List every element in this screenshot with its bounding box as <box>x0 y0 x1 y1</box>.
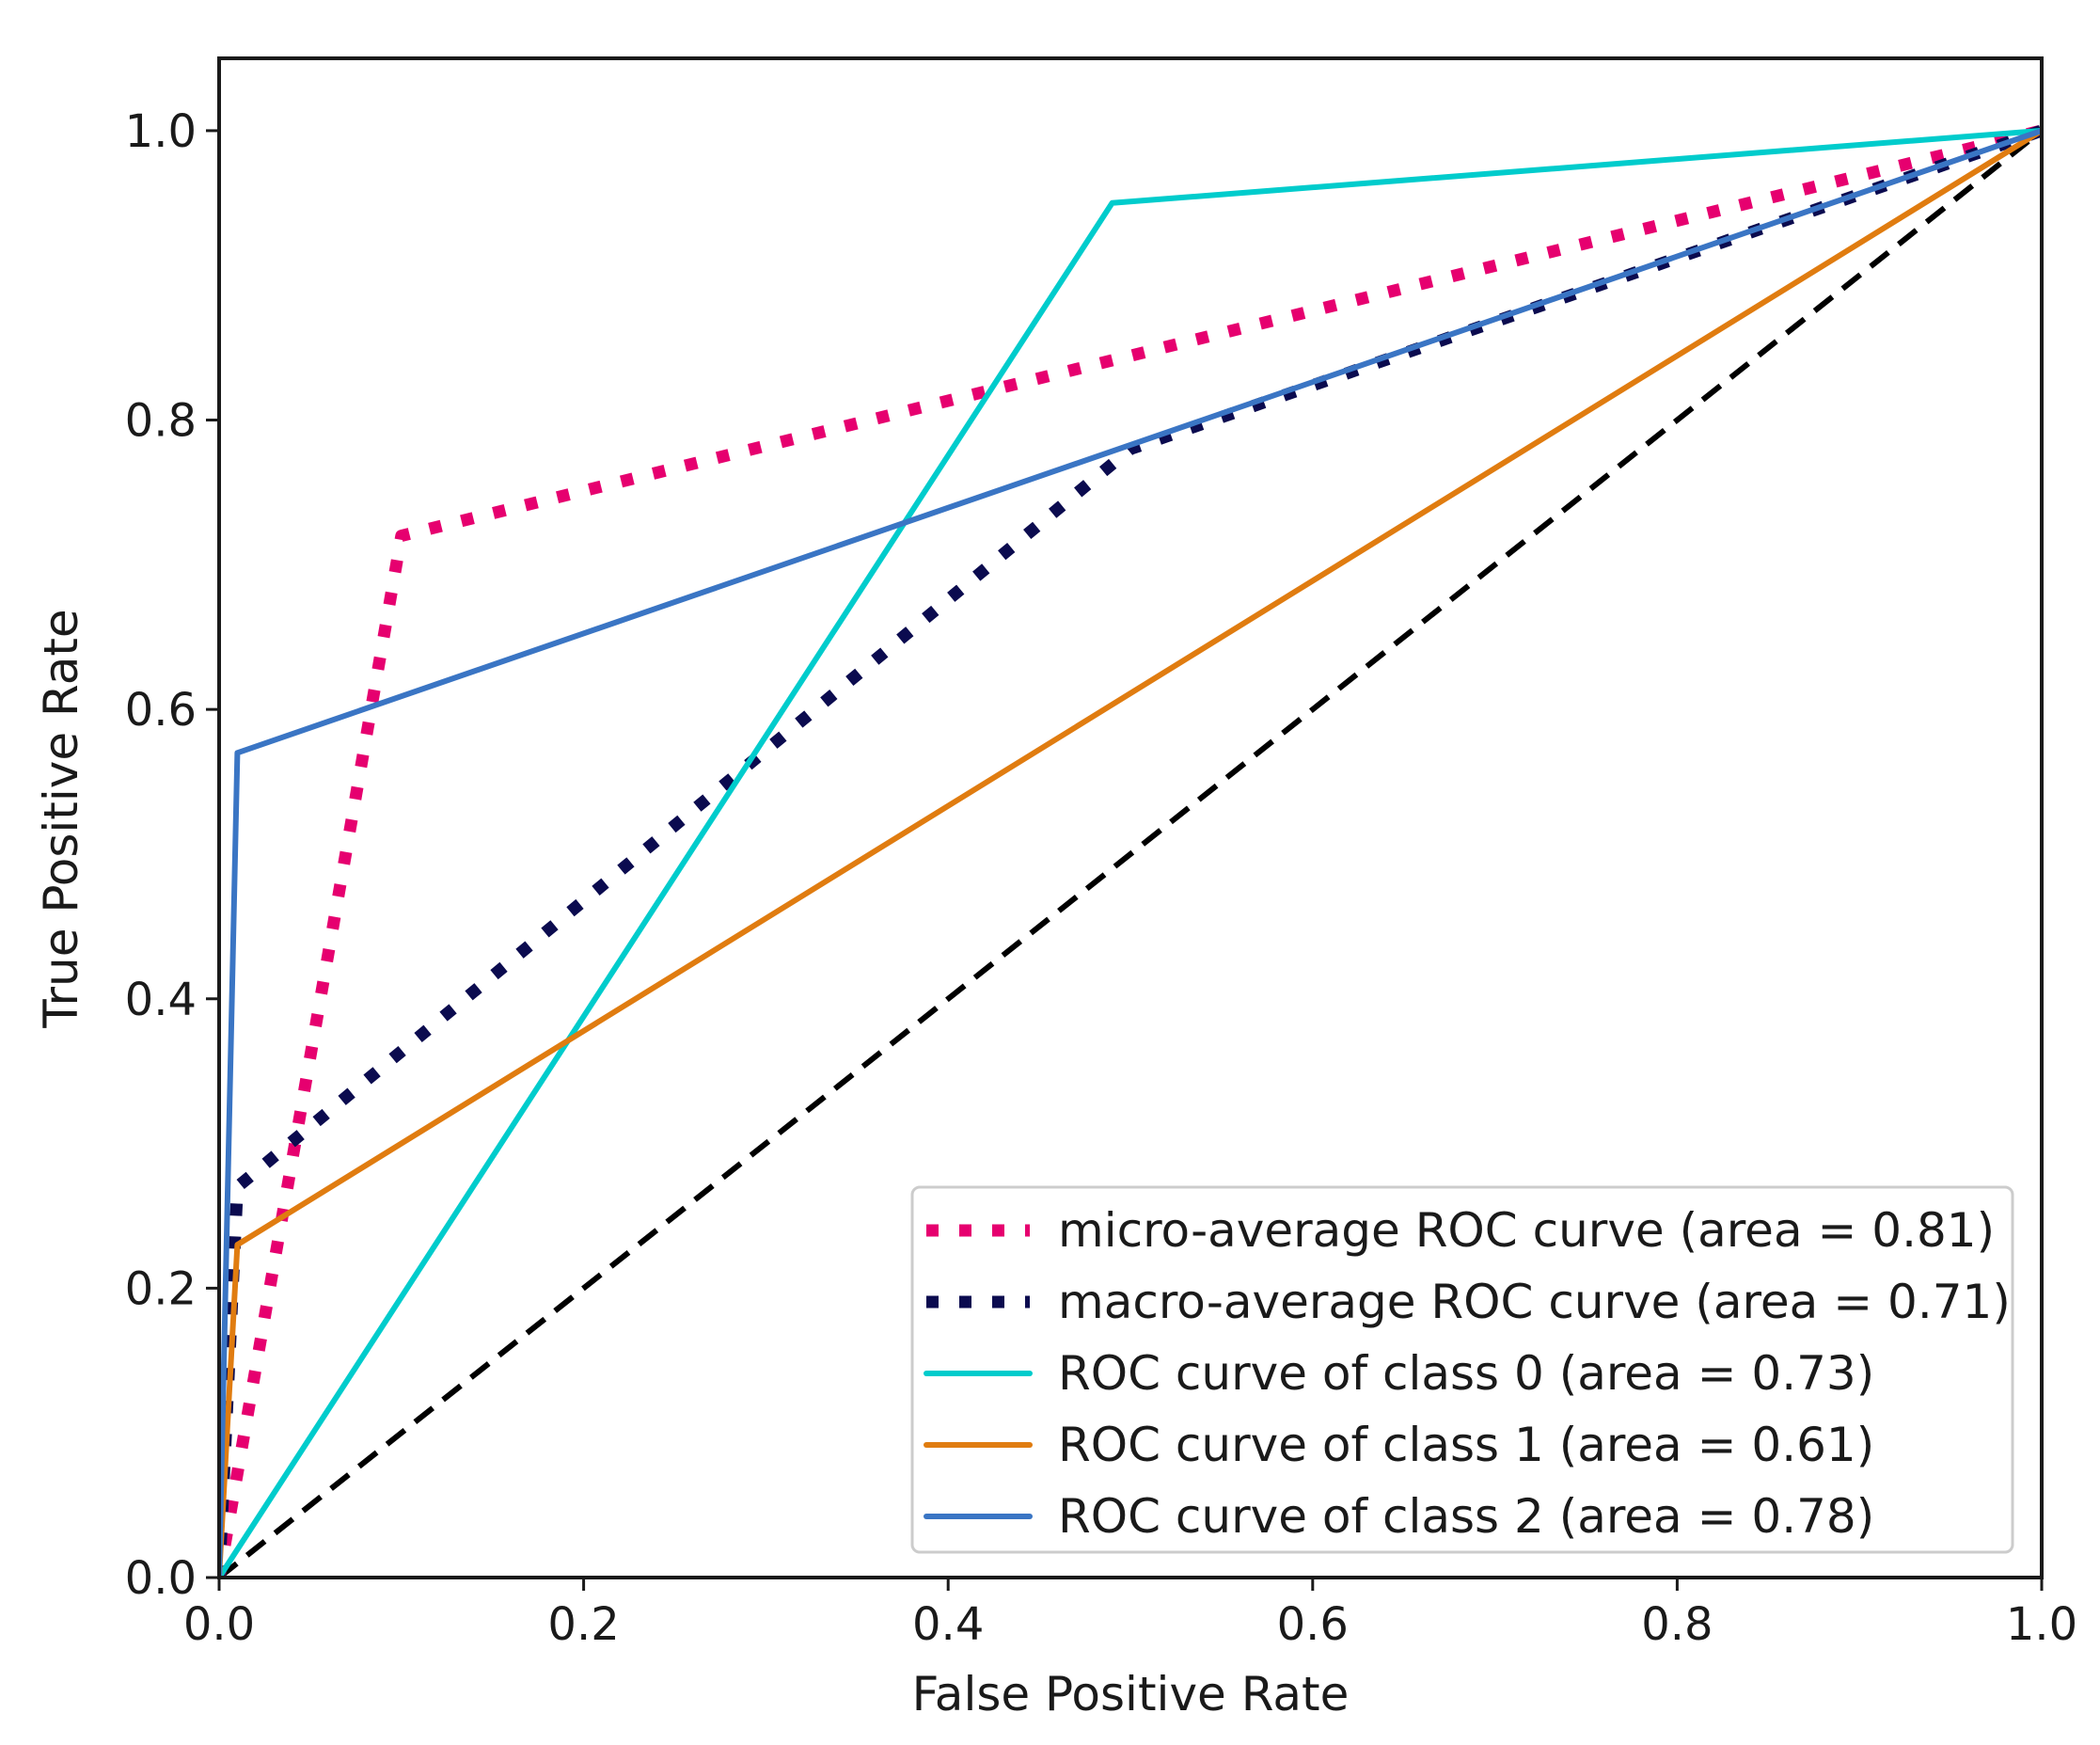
series-layer <box>219 124 2042 1578</box>
legend: micro-average ROC curve (area = 0.81) mac… <box>910 1185 2014 1554</box>
x-axis-ticks: 0.0 0.2 0.4 0.6 0.8 1.0 <box>183 1578 2077 1651</box>
x-tick-label: 0.0 <box>183 1598 255 1651</box>
x-axis-label: False Positive Rate <box>912 1667 1350 1721</box>
series-line-3 <box>219 127 2042 1578</box>
y-tick-label: 0.8 <box>125 395 197 448</box>
legend-label-0: micro-average ROC curve (area = 0.81) <box>1058 1203 1995 1258</box>
y-tick-label: 1.0 <box>125 105 197 158</box>
legend-box <box>910 1185 2014 1554</box>
x-tick-label: 0.2 <box>547 1598 619 1651</box>
y-axis-ticks: 0.0 0.2 0.4 0.6 0.8 1.0 <box>125 105 219 1605</box>
x-tick-label: 0.6 <box>1277 1598 1349 1651</box>
series-line-2 <box>219 127 2042 1578</box>
legend-label-3: ROC curve of class 1 (area = 0.61) <box>1058 1418 1874 1472</box>
plot-frame <box>217 56 2044 1579</box>
x-tick-label: 0.8 <box>1641 1598 1713 1651</box>
x-tick-label: 0.4 <box>912 1598 984 1651</box>
chance-diagonal-line <box>219 128 2042 1578</box>
legend-label-4: ROC curve of class 2 (area = 0.78) <box>1058 1489 1874 1544</box>
y-axis-label: True Positive Rate <box>34 609 88 1028</box>
x-tick-label: 1.0 <box>2006 1598 2077 1651</box>
y-tick-label: 0.6 <box>125 684 197 737</box>
y-tick-label: 0.2 <box>125 1262 197 1315</box>
legend-label-1: macro-average ROC curve (area = 0.71) <box>1058 1275 2011 1329</box>
legend-label-2: ROC curve of class 0 (area = 0.73) <box>1058 1346 1874 1401</box>
series-line-4 <box>219 127 2042 1578</box>
y-tick-label: 0.0 <box>125 1552 197 1605</box>
series-line-0 <box>219 124 2042 1578</box>
y-tick-label: 0.4 <box>125 974 197 1026</box>
